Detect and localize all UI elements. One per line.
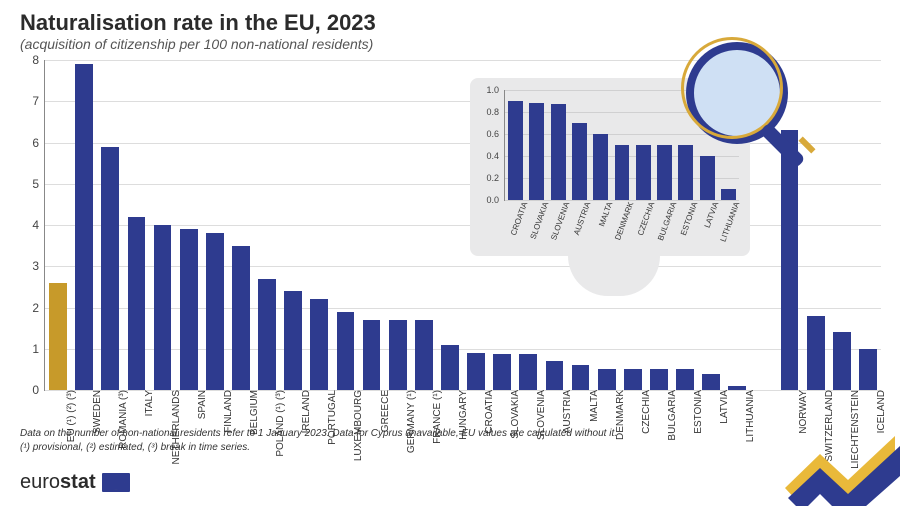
- chart-subtitle: (acquisition of citizenship per 100 non-…: [20, 36, 373, 52]
- logo-text: eurostat: [20, 471, 96, 494]
- bar: [310, 299, 328, 390]
- bar: [702, 374, 720, 391]
- bar: [258, 279, 276, 390]
- x-tick-label: SPAIN: [193, 390, 208, 419]
- bar: [154, 225, 172, 390]
- bar: [389, 320, 407, 390]
- bar: [572, 365, 590, 390]
- eu-flag-icon: [102, 473, 130, 492]
- x-tick-label: BULGARIA: [663, 390, 678, 441]
- bar: [676, 369, 694, 390]
- x-tick-label: CZECHIA: [637, 390, 652, 434]
- bar: [284, 291, 302, 390]
- bar: [519, 354, 537, 390]
- bar: [180, 229, 198, 390]
- bar: [415, 320, 433, 390]
- bar: [467, 353, 485, 390]
- footnote-line: (¹) provisional, (²) estimated, (³) brea…: [20, 441, 617, 455]
- bar: [363, 320, 381, 390]
- y-tick-label: 8: [32, 53, 39, 67]
- y-tick-label: 6: [32, 136, 39, 150]
- x-tick-label: ESTONIA: [689, 390, 704, 434]
- bar: [546, 361, 564, 390]
- gridline: [45, 184, 881, 185]
- x-tick-label: SWITZERLAND: [820, 390, 835, 462]
- y-tick-label: 2: [32, 301, 39, 315]
- bar: [75, 64, 93, 390]
- x-tick-label: ICELAND: [872, 390, 887, 433]
- bar: [598, 369, 616, 390]
- bar: [206, 233, 224, 390]
- bar: [781, 130, 799, 390]
- bar: [128, 217, 146, 390]
- y-tick-label: 0: [32, 383, 39, 397]
- x-tick-label: ITALY: [140, 390, 155, 416]
- y-tick-label: 3: [32, 259, 39, 273]
- y-tick-label: 7: [32, 94, 39, 108]
- bar: [337, 312, 355, 390]
- chart-title: Naturalisation rate in the EU, 2023: [20, 10, 376, 36]
- y-tick-label: 1: [32, 342, 39, 356]
- magnifier-icon: [686, 42, 806, 162]
- bar: [807, 316, 825, 390]
- y-tick-label: 5: [32, 177, 39, 191]
- bar: [232, 246, 250, 390]
- bar: [859, 349, 877, 390]
- footnote-line: Data on the number of non-national resid…: [20, 427, 617, 441]
- bar: [441, 345, 459, 390]
- footnotes: Data on the number of non-national resid…: [20, 427, 617, 454]
- bar: [650, 369, 668, 390]
- bar: [493, 354, 511, 390]
- x-tick-label: LITHUANIA: [741, 390, 756, 442]
- x-tick-label: GREECE: [376, 390, 391, 432]
- x-tick-label: MALTA: [585, 390, 600, 422]
- y-tick-label: 4: [32, 218, 39, 232]
- x-tick-label: LIECHTENSTEIN: [846, 390, 861, 469]
- bar: [101, 147, 119, 390]
- eurostat-logo: eurostat: [20, 471, 130, 494]
- x-tick-label: NORWAY: [794, 390, 809, 434]
- bar: [624, 369, 642, 390]
- bar: [49, 283, 67, 390]
- x-tick-label: LATVIA: [715, 390, 730, 424]
- bar: [833, 332, 851, 390]
